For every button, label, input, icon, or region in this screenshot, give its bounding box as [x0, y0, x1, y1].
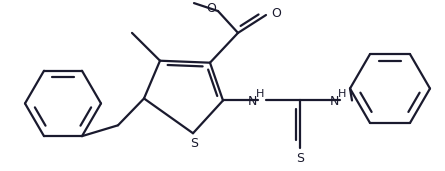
Text: H: H — [256, 89, 264, 98]
Text: O: O — [271, 6, 281, 19]
Text: N: N — [329, 95, 339, 108]
Text: H: H — [338, 89, 346, 98]
Text: S: S — [296, 152, 304, 165]
Text: S: S — [190, 137, 198, 150]
Text: N: N — [247, 95, 257, 108]
Text: O: O — [206, 2, 216, 15]
